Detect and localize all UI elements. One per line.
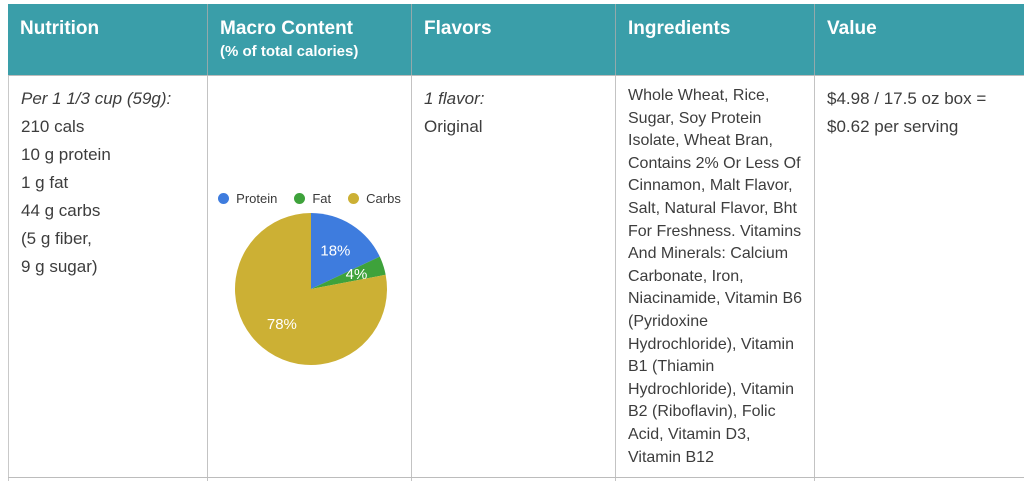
nutrition-cell: Per 1 1/3 cup (59g): 210 cals 10 g protei… bbox=[8, 76, 208, 477]
header-cell-value: Value bbox=[815, 4, 1024, 75]
table-header-row: Nutrition Macro Content (% of total calo… bbox=[8, 4, 1024, 75]
flavor-name: Original bbox=[424, 117, 483, 136]
nutrition-fact-line: 9 g sugar) bbox=[21, 257, 98, 276]
nutrition-fact-line: 1 g fat bbox=[21, 173, 69, 192]
nutrition-fact-line: 210 cals bbox=[21, 117, 85, 136]
column-title: Value bbox=[827, 18, 877, 39]
nutrition-fact-line: (5 g fiber, bbox=[21, 229, 92, 248]
serving-size-note: Per 1 1/3 cup (59g): bbox=[21, 89, 172, 108]
legend-swatch-icon bbox=[294, 192, 306, 204]
pie-slice-label: 4% bbox=[346, 266, 368, 283]
header-cell-flavors: Flavors bbox=[412, 4, 616, 75]
pie-slice-label: 78% bbox=[267, 316, 297, 333]
table-row: Per 1 1/3 cup (59g): 210 cals 10 g protei… bbox=[8, 75, 1024, 477]
column-title: Macro Content bbox=[220, 18, 353, 39]
flavor-count-note: 1 flavor: bbox=[424, 89, 485, 108]
legend-label: Protein bbox=[236, 190, 278, 206]
value-cell: $4.98 / 17.5 oz box = $0.62 per serving bbox=[815, 76, 1024, 477]
legend-swatch-icon bbox=[348, 192, 360, 204]
pie-chart-legend: Protein Fat Carbs bbox=[208, 188, 411, 208]
header-cell-nutrition: Nutrition bbox=[8, 4, 208, 75]
nutrition-fact-line: 10 g protein bbox=[21, 145, 111, 164]
ingredients-cell: Whole Wheat, Rice, Sugar, Soy Protein Is… bbox=[616, 76, 815, 477]
legend-item: Fat bbox=[294, 191, 331, 206]
legend-swatch-icon bbox=[218, 192, 230, 204]
column-title: Ingredients bbox=[628, 18, 731, 39]
column-subtitle: (% of total calories) bbox=[220, 43, 359, 60]
pie-slice-label: 18% bbox=[320, 243, 350, 260]
legend-label: Fat bbox=[312, 190, 332, 206]
legend-label: Carbs bbox=[366, 190, 401, 206]
macro-content-cell: Protein Fat Carbs 18% 4% 78% bbox=[208, 76, 412, 477]
header-cell-macro-content: Macro Content (% of total calories) bbox=[208, 4, 412, 75]
nutrition-facts-list: 210 cals 10 g protein 1 g fat 44 g carbs (5 … bbox=[21, 113, 197, 281]
column-title: Nutrition bbox=[20, 18, 100, 39]
legend-item: Protein bbox=[218, 191, 277, 206]
column-title: Flavors bbox=[424, 18, 492, 39]
pie-slice-fat bbox=[311, 256, 386, 289]
pie-slice-carbs bbox=[234, 213, 387, 365]
pie-slice-protein bbox=[311, 213, 380, 289]
next-row-stub bbox=[8, 477, 1024, 481]
nutrition-fact-line: 44 g carbs bbox=[21, 201, 101, 220]
flavors-cell: 1 flavor: Original bbox=[412, 76, 616, 477]
macro-pie-chart: 18% 4% 78% bbox=[234, 213, 387, 365]
cereal-info-table: Nutrition Macro Content (% of total calo… bbox=[8, 4, 1024, 481]
header-cell-ingredients: Ingredients bbox=[616, 4, 815, 75]
legend-item: Carbs bbox=[348, 191, 401, 206]
